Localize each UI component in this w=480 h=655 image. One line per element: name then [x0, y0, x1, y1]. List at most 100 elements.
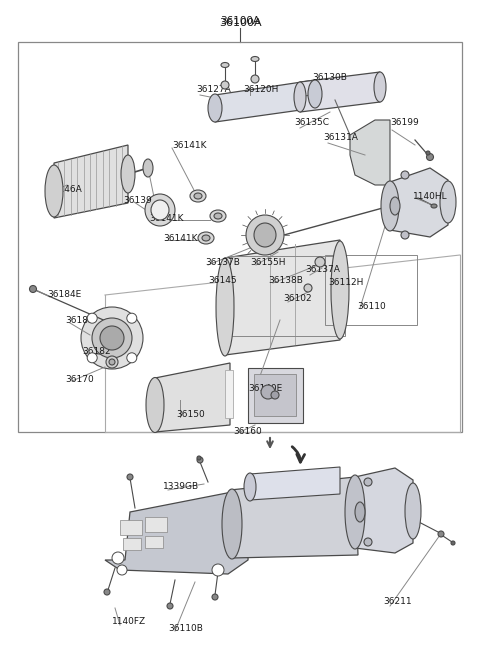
Ellipse shape [244, 473, 256, 501]
Ellipse shape [194, 193, 202, 199]
Text: 36146A: 36146A [47, 185, 82, 194]
Text: 36112H: 36112H [328, 278, 363, 287]
Circle shape [212, 564, 224, 576]
Polygon shape [54, 145, 128, 218]
Bar [123, 538, 141, 550]
Text: 36145: 36145 [208, 276, 237, 285]
Ellipse shape [254, 223, 276, 247]
Text: 36170: 36170 [65, 375, 94, 384]
Ellipse shape [251, 56, 259, 62]
Text: 36110: 36110 [357, 302, 386, 311]
Polygon shape [155, 363, 230, 432]
Ellipse shape [438, 531, 444, 537]
Text: 36120H: 36120H [243, 85, 278, 94]
Ellipse shape [345, 475, 365, 549]
Ellipse shape [212, 594, 218, 600]
Text: 36130B: 36130B [312, 73, 347, 82]
Ellipse shape [315, 257, 325, 267]
Ellipse shape [222, 489, 242, 559]
Ellipse shape [127, 474, 133, 480]
Bar [248, 368, 303, 423]
Ellipse shape [216, 258, 234, 356]
Text: 36135C: 36135C [294, 118, 329, 127]
Text: 36110B: 36110B [168, 624, 203, 633]
Circle shape [127, 313, 137, 323]
Polygon shape [355, 468, 413, 553]
Ellipse shape [81, 307, 143, 369]
Ellipse shape [121, 155, 135, 193]
Circle shape [127, 353, 137, 363]
Ellipse shape [214, 213, 222, 219]
Ellipse shape [208, 94, 222, 122]
Text: 1339GB: 1339GB [163, 482, 199, 491]
Ellipse shape [426, 151, 430, 155]
Ellipse shape [381, 181, 399, 231]
Polygon shape [230, 477, 358, 558]
Ellipse shape [104, 589, 110, 595]
Polygon shape [215, 80, 315, 122]
Ellipse shape [304, 284, 312, 292]
Ellipse shape [401, 231, 409, 239]
Ellipse shape [431, 204, 437, 208]
Bar [18, 42, 462, 432]
Text: 36139: 36139 [123, 196, 152, 205]
Circle shape [87, 353, 97, 363]
Bar [145, 517, 167, 532]
Text: 36183: 36183 [65, 316, 94, 325]
Bar [325, 255, 417, 325]
Ellipse shape [151, 200, 169, 220]
Ellipse shape [294, 82, 306, 112]
Ellipse shape [364, 538, 372, 546]
Text: 36137B: 36137B [205, 258, 240, 267]
Ellipse shape [146, 377, 164, 432]
Ellipse shape [440, 181, 456, 223]
Ellipse shape [246, 215, 284, 255]
Ellipse shape [355, 502, 365, 522]
Text: 36137A: 36137A [305, 265, 340, 274]
Text: 36155H: 36155H [250, 258, 286, 267]
Text: 36199: 36199 [390, 118, 419, 127]
Circle shape [112, 552, 124, 564]
Ellipse shape [221, 62, 229, 67]
Text: 1140HL: 1140HL [413, 192, 448, 201]
Ellipse shape [210, 210, 226, 222]
Ellipse shape [145, 194, 175, 226]
Text: 36127A: 36127A [196, 85, 231, 94]
Text: 36100A: 36100A [220, 16, 260, 26]
Ellipse shape [45, 165, 63, 217]
Ellipse shape [331, 241, 349, 339]
Polygon shape [350, 120, 390, 185]
Ellipse shape [202, 235, 210, 241]
Text: 36150: 36150 [176, 410, 205, 419]
Text: 1140FZ: 1140FZ [112, 617, 146, 626]
Text: 36184E: 36184E [47, 290, 81, 299]
Ellipse shape [427, 153, 433, 160]
Text: 36211: 36211 [383, 597, 412, 606]
Bar [145, 536, 163, 548]
Polygon shape [105, 492, 250, 574]
Polygon shape [300, 72, 380, 112]
Ellipse shape [197, 456, 201, 460]
Polygon shape [250, 467, 340, 500]
Ellipse shape [29, 286, 36, 293]
Polygon shape [225, 240, 340, 355]
Ellipse shape [100, 326, 124, 350]
Text: 36141K: 36141K [149, 214, 183, 223]
Ellipse shape [364, 478, 372, 486]
Text: 36141K: 36141K [163, 234, 197, 243]
Text: 36138B: 36138B [268, 276, 303, 285]
Ellipse shape [106, 356, 118, 368]
Text: 36131A: 36131A [323, 133, 358, 142]
Ellipse shape [405, 483, 421, 539]
Ellipse shape [190, 190, 206, 202]
Ellipse shape [109, 359, 115, 365]
Ellipse shape [167, 603, 173, 609]
Ellipse shape [401, 171, 409, 179]
Ellipse shape [308, 80, 322, 108]
Text: 36160: 36160 [233, 427, 262, 436]
Text: 36102: 36102 [283, 294, 312, 303]
Polygon shape [390, 168, 448, 237]
Ellipse shape [198, 232, 214, 244]
Bar [254, 374, 296, 416]
Ellipse shape [251, 75, 259, 83]
